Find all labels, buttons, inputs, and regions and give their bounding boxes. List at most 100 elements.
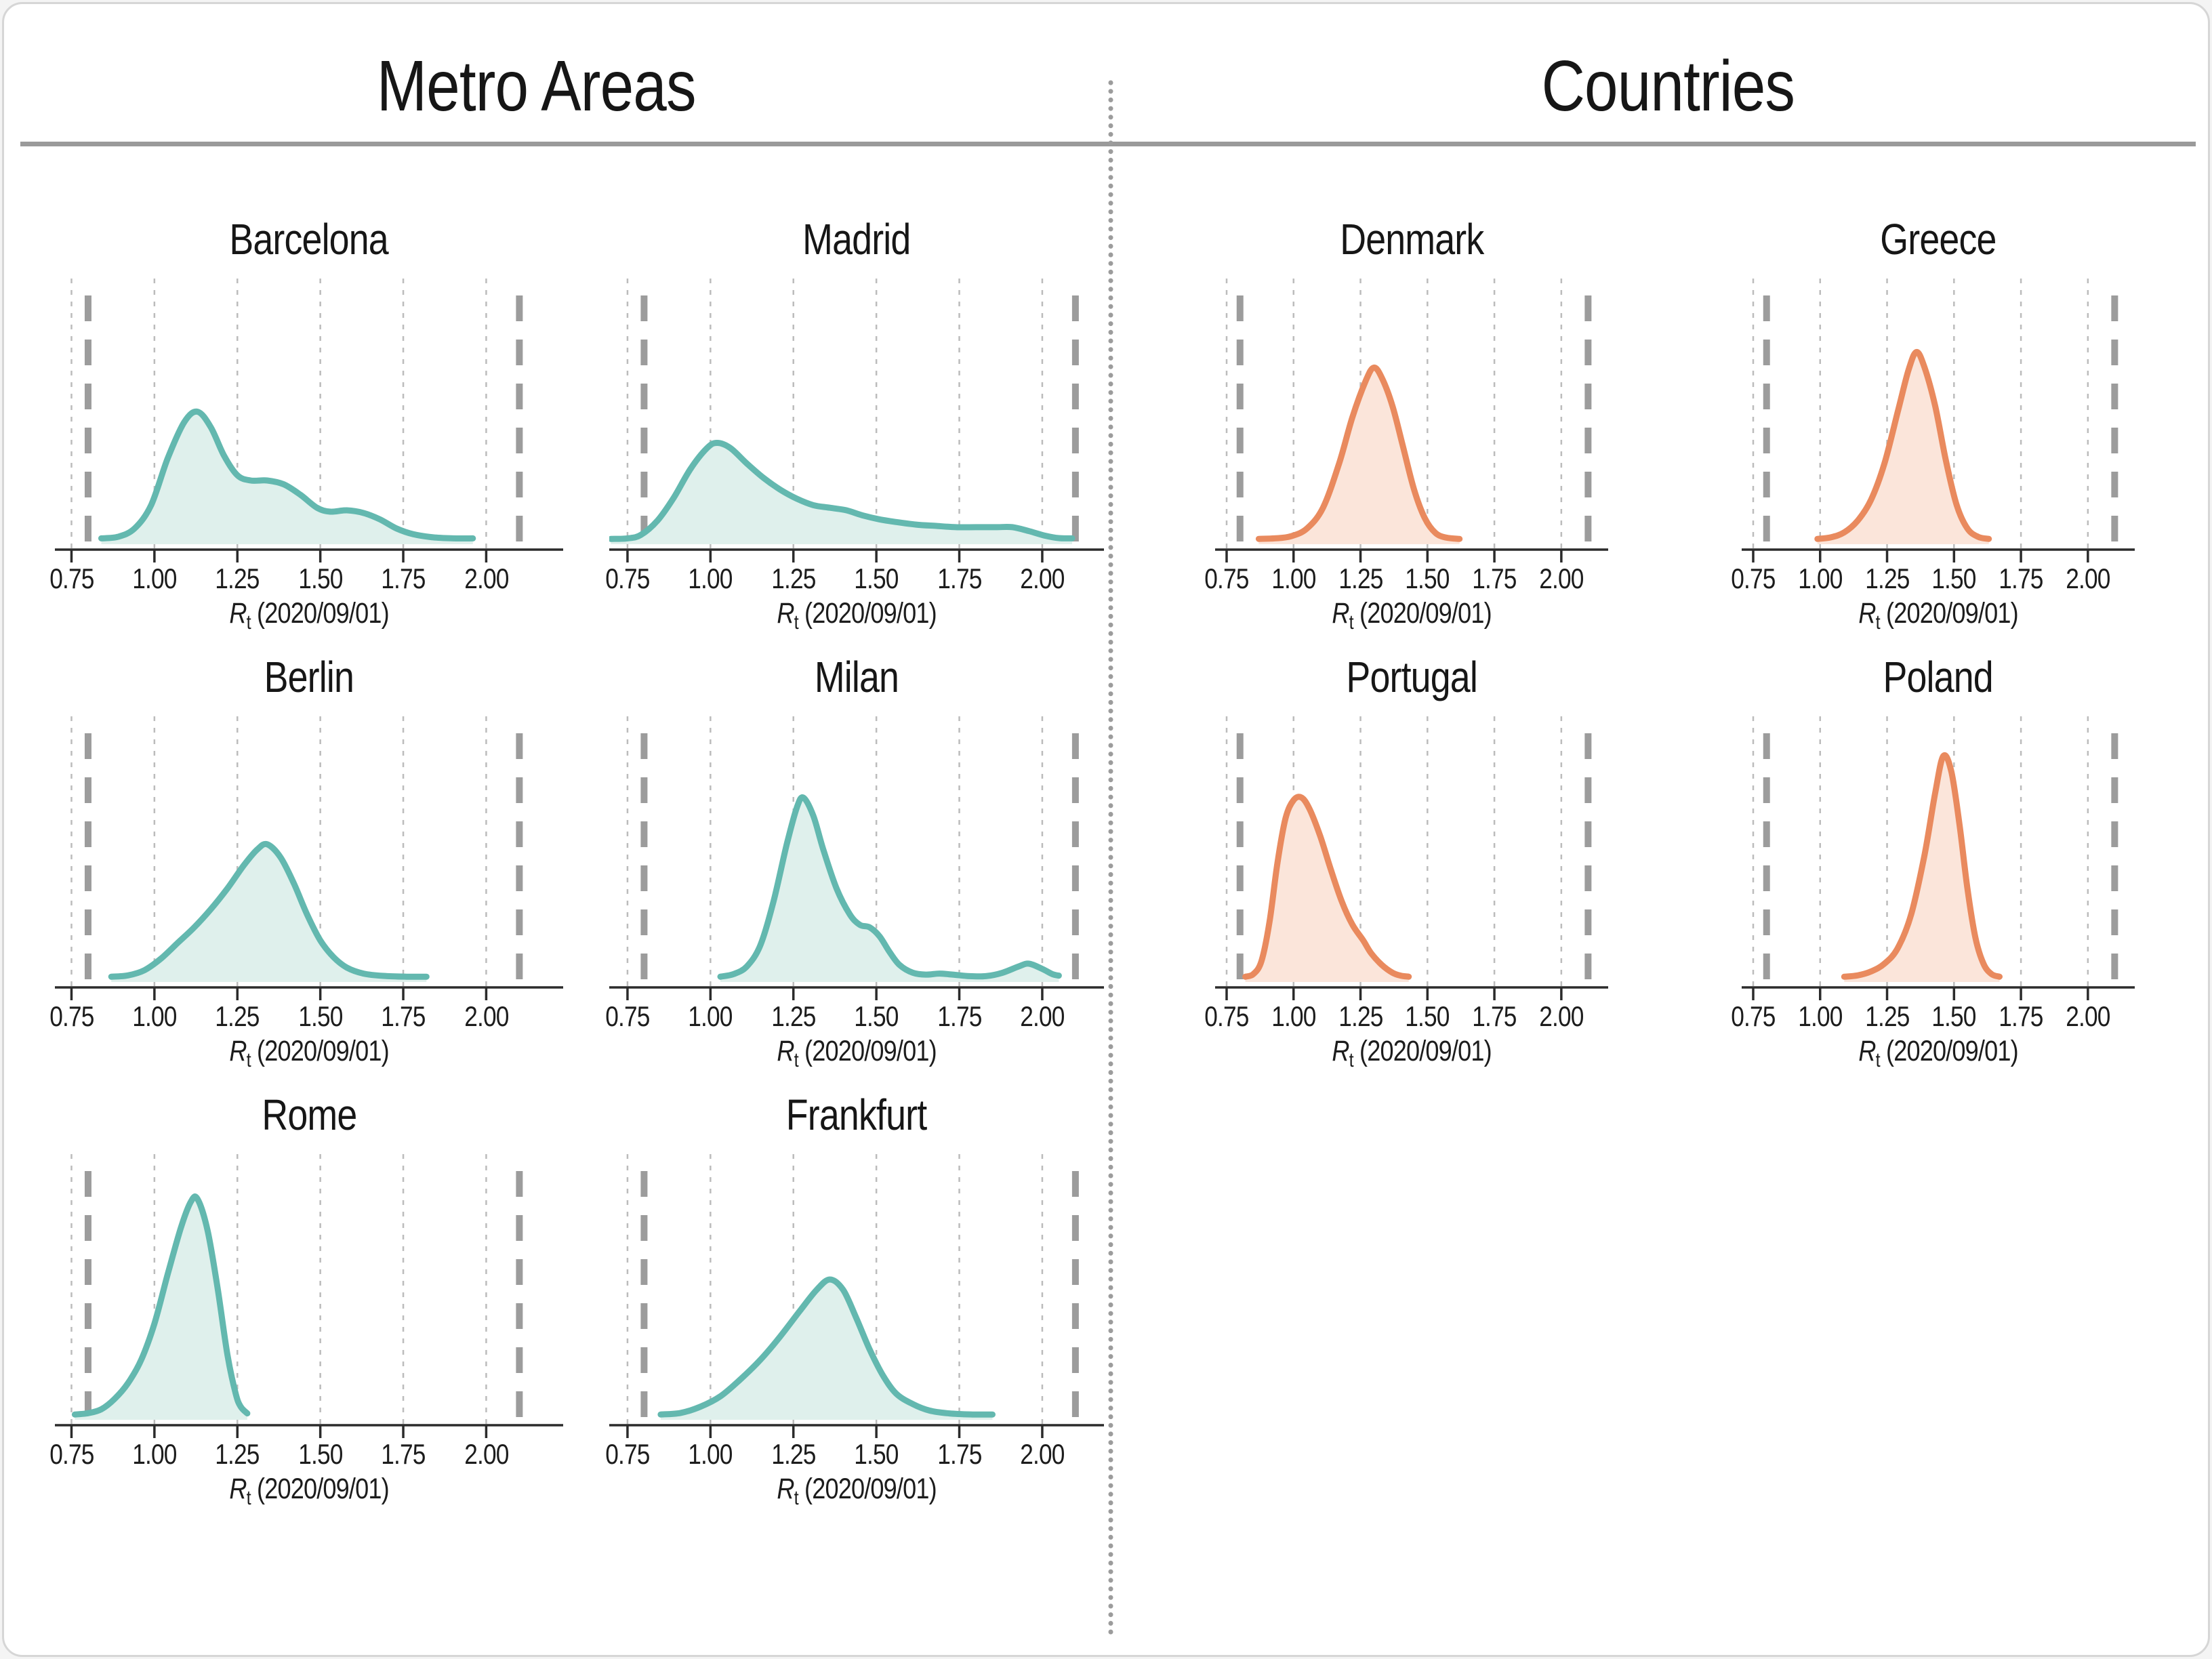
- panel-poland: Poland 0.75 1.00 1.25 1.50 1.75 2.00 Rt (2020/…: [1731, 638, 2135, 1085]
- x-tick-label: 1.50: [1931, 1000, 1977, 1032]
- x-tick-label: 1.75: [937, 1438, 982, 1470]
- panel-title: Milan: [609, 638, 1104, 716]
- density-fill: [611, 443, 1072, 544]
- x-tick-label: 1.50: [1405, 562, 1450, 594]
- density-plot: [55, 716, 563, 1018]
- panel-portugal: Portugal 0.75 1.00 1.25 1.50 1.75 2.00 Rt (202…: [1204, 638, 1608, 1085]
- panel-title-text: Barcelona: [229, 215, 389, 264]
- density-curve: [71, 1193, 251, 1418]
- panel-title: Frankfurt: [609, 1076, 1104, 1154]
- x-tick-label: 1.50: [298, 1438, 343, 1470]
- density-curve: [108, 840, 430, 980]
- x-tick-label: 1.00: [1271, 1000, 1316, 1032]
- x-tick-label: 2.00: [464, 1000, 509, 1032]
- x-axis-label: Rt (2020/09/01): [229, 1035, 389, 1071]
- x-tick-label: 1.00: [1798, 1000, 1843, 1032]
- x-tick-label: 1.00: [688, 562, 733, 594]
- panel-title: Madrid: [609, 200, 1104, 279]
- panel-denmark: Denmark 0.75 1.00 1.25 1.50 1.75 2.00 Rt (2020…: [1204, 200, 1608, 647]
- x-tick-label: 1.75: [381, 562, 426, 594]
- x-tick-label: 2.00: [464, 562, 509, 594]
- panel-milan: Milan 0.75 1.00 1.25 1.50 1.75 2.00 Rt (2020/0…: [605, 638, 1104, 1085]
- x-tick-label: 1.25: [771, 562, 816, 594]
- x-axis-label: Rt (2020/09/01): [777, 1473, 937, 1509]
- panel-rome: Rome 0.75 1.00 1.25 1.50 1.75 2.00 Rt (2020/09…: [49, 1076, 563, 1523]
- section-separator-dotted-line: [1108, 80, 1113, 1640]
- density-plot: [1742, 279, 2135, 580]
- x-axis-label: Rt (2020/09/01): [777, 597, 937, 634]
- plot-canvas: [1742, 716, 2135, 1000]
- x-tick-label: 0.75: [605, 562, 650, 594]
- panel-title: Barcelona: [55, 200, 563, 279]
- panel-frankfurt: Frankfurt 0.75 1.00 1.25 1.50 1.75 2.00 Rt (20…: [605, 1076, 1104, 1523]
- x-tick-label: 2.00: [1539, 562, 1584, 594]
- x-tick-label: 0.75: [49, 1000, 94, 1032]
- density-fill: [1245, 796, 1409, 982]
- x-tick-label: 1.75: [1472, 562, 1517, 594]
- section-title-metro-areas: Metro Areas: [62, 49, 1010, 123]
- panel-title: Portugal: [1215, 638, 1608, 716]
- panel-title: Greece: [1742, 200, 2135, 279]
- x-axis-label: Rt (2020/09/01): [1858, 1035, 2018, 1071]
- x-axis-label: Rt (2020/09/01): [229, 597, 389, 634]
- x-tick-label: 1.50: [854, 1000, 899, 1032]
- density-fill: [660, 1279, 993, 1420]
- x-tick-label: 0.75: [49, 562, 94, 594]
- panel-greece: Greece 0.75 1.00 1.25 1.50 1.75 2.00 Rt (2020/…: [1731, 200, 2135, 647]
- x-tick-label: 1.00: [688, 1000, 733, 1032]
- density-plot: [607, 279, 1104, 580]
- density-curve: [657, 1276, 996, 1418]
- density-curve: [717, 794, 1062, 980]
- section-title-countries: Countries: [1193, 49, 2142, 123]
- panel-barcelona: Barcelona 0.75 1.00 1.25 1.50 1.75 2.00 Rt (20…: [49, 200, 563, 647]
- x-tick-label: 0.75: [1731, 1000, 1776, 1032]
- x-tick-label: 1.25: [215, 1438, 260, 1470]
- x-tick-label: 1.00: [132, 562, 177, 594]
- panel-title-text: Madrid: [802, 215, 911, 264]
- x-tick-label: 1.25: [771, 1000, 816, 1032]
- x-tick-label: 1.50: [1405, 1000, 1450, 1032]
- density-curve: [607, 440, 1076, 542]
- x-tick-label: 1.50: [854, 1438, 899, 1470]
- x-tick-label: 1.25: [771, 1438, 816, 1470]
- x-tick-label: 1.25: [1338, 1000, 1383, 1032]
- density-plot: [1215, 279, 1608, 580]
- density-curve: [1814, 348, 1992, 542]
- density-plot: [1215, 716, 1608, 1018]
- x-tick-label: 1.00: [132, 1438, 177, 1470]
- panel-berlin: Berlin 0.75 1.00 1.25 1.50 1.75 2.00 Rt (2020/…: [49, 638, 563, 1085]
- plot-canvas: [55, 716, 563, 1000]
- panel-title-text: Berlin: [264, 653, 354, 701]
- plot-canvas: [55, 1154, 563, 1438]
- panel-title-text: Portugal: [1346, 653, 1477, 701]
- panel-title-text: Poland: [1883, 653, 1994, 701]
- x-tick-label: 1.25: [1338, 562, 1383, 594]
- density-curve: [1255, 364, 1463, 542]
- x-axis-label: Rt (2020/09/01): [1332, 597, 1492, 634]
- density-fill: [111, 844, 427, 982]
- x-axis-label: Rt (2020/09/01): [1858, 597, 2018, 634]
- x-tick-label: 0.75: [605, 1438, 650, 1470]
- x-tick-label: 1.75: [1999, 1000, 2043, 1032]
- x-tick-label: 0.75: [49, 1438, 94, 1470]
- plot-canvas: [609, 716, 1104, 1000]
- x-tick-label: 1.75: [381, 1000, 426, 1032]
- density-curve: [1242, 794, 1412, 980]
- x-tick-label: 1.25: [1864, 562, 1910, 594]
- x-tick-label: 0.75: [1731, 562, 1776, 594]
- x-tick-label: 2.00: [1020, 562, 1065, 594]
- panel-madrid: Madrid 0.75 1.00 1.25 1.50 1.75 2.00 Rt (2020/…: [605, 200, 1104, 647]
- x-tick-label: 2.00: [2066, 1000, 2110, 1032]
- density-plot: [55, 1154, 563, 1456]
- x-tick-label: 1.00: [1798, 562, 1843, 594]
- x-tick-label: 1.00: [688, 1438, 733, 1470]
- plot-canvas: [1215, 716, 1608, 1000]
- x-tick-label: 1.50: [1931, 562, 1977, 594]
- x-tick-label: 0.75: [1204, 562, 1249, 594]
- panel-title-text: Greece: [1880, 215, 1996, 264]
- x-tick-label: 2.00: [464, 1438, 509, 1470]
- x-tick-label: 1.75: [937, 562, 982, 594]
- x-tick-label: 1.25: [1864, 1000, 1910, 1032]
